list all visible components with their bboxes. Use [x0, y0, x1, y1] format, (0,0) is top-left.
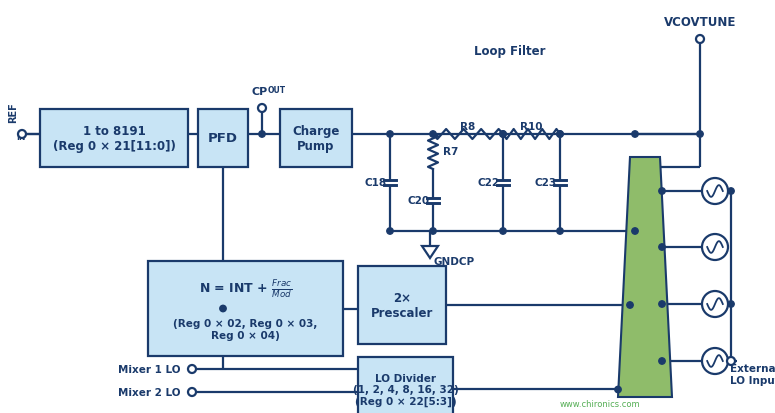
Circle shape: [430, 228, 436, 235]
FancyBboxPatch shape: [358, 266, 446, 344]
Circle shape: [728, 188, 734, 195]
Polygon shape: [618, 158, 672, 397]
Circle shape: [500, 131, 506, 138]
Circle shape: [387, 131, 393, 138]
Text: GNDCP: GNDCP: [433, 256, 474, 266]
Text: R7: R7: [443, 147, 458, 157]
Text: 1 to 8191
(Reg 0 × 21[11:0]): 1 to 8191 (Reg 0 × 21[11:0]): [53, 125, 175, 153]
Circle shape: [659, 188, 665, 195]
Circle shape: [659, 358, 665, 364]
Circle shape: [727, 357, 735, 365]
Circle shape: [702, 348, 728, 374]
Circle shape: [702, 178, 728, 204]
Circle shape: [615, 387, 622, 393]
FancyBboxPatch shape: [148, 261, 343, 356]
Circle shape: [659, 244, 665, 251]
Text: External
LO Input: External LO Input: [730, 363, 775, 385]
Polygon shape: [422, 247, 438, 259]
Text: IN: IN: [16, 133, 26, 142]
Text: VCOVTUNE: VCOVTUNE: [664, 15, 736, 28]
Text: CP: CP: [252, 87, 268, 97]
Circle shape: [556, 131, 563, 138]
Text: PFD: PFD: [208, 132, 238, 145]
Text: C22: C22: [478, 178, 500, 188]
Circle shape: [627, 302, 633, 309]
Circle shape: [500, 228, 506, 235]
FancyBboxPatch shape: [280, 110, 352, 168]
Circle shape: [702, 235, 728, 260]
FancyBboxPatch shape: [40, 110, 188, 168]
Circle shape: [18, 131, 26, 139]
Circle shape: [728, 301, 734, 307]
Text: LO Divider
(1, 2, 4, 8, 16, 32)
(Reg 0 × 22[5:3]): LO Divider (1, 2, 4, 8, 16, 32) (Reg 0 ×…: [353, 373, 458, 406]
Circle shape: [188, 365, 196, 373]
Circle shape: [632, 228, 638, 235]
Circle shape: [659, 301, 665, 307]
Circle shape: [702, 291, 728, 317]
Text: Mixer 1 LO: Mixer 1 LO: [118, 364, 180, 374]
Circle shape: [387, 228, 393, 235]
Text: www.chironics.com: www.chironics.com: [560, 399, 640, 408]
Text: R8: R8: [460, 122, 476, 132]
Text: Loop Filter: Loop Filter: [474, 45, 546, 58]
Circle shape: [556, 131, 563, 138]
Circle shape: [696, 36, 704, 44]
Circle shape: [258, 105, 266, 113]
Text: C23: C23: [535, 178, 557, 188]
Circle shape: [556, 228, 563, 235]
Text: R10: R10: [520, 122, 542, 132]
Text: C20: C20: [408, 195, 430, 206]
FancyBboxPatch shape: [198, 110, 248, 168]
Text: N = INT + $\frac{Frac}{Mod}$: N = INT + $\frac{Frac}{Mod}$: [199, 278, 292, 301]
Circle shape: [500, 131, 506, 138]
Text: OUT: OUT: [268, 86, 286, 95]
Text: Mixer 2 LO: Mixer 2 LO: [118, 387, 180, 397]
Circle shape: [220, 306, 226, 312]
Circle shape: [188, 388, 196, 396]
Text: 2×
Prescaler: 2× Prescaler: [370, 291, 433, 319]
Circle shape: [430, 131, 436, 138]
Circle shape: [259, 131, 265, 138]
Text: REF: REF: [8, 102, 18, 123]
Text: C18: C18: [365, 178, 387, 188]
Circle shape: [697, 131, 703, 138]
FancyBboxPatch shape: [358, 357, 453, 413]
Circle shape: [632, 131, 638, 138]
Text: Charge
Pump: Charge Pump: [292, 125, 339, 153]
Text: (Reg 0 × 02, Reg 0 × 03,
Reg 0 × 04): (Reg 0 × 02, Reg 0 × 03, Reg 0 × 04): [174, 318, 318, 340]
